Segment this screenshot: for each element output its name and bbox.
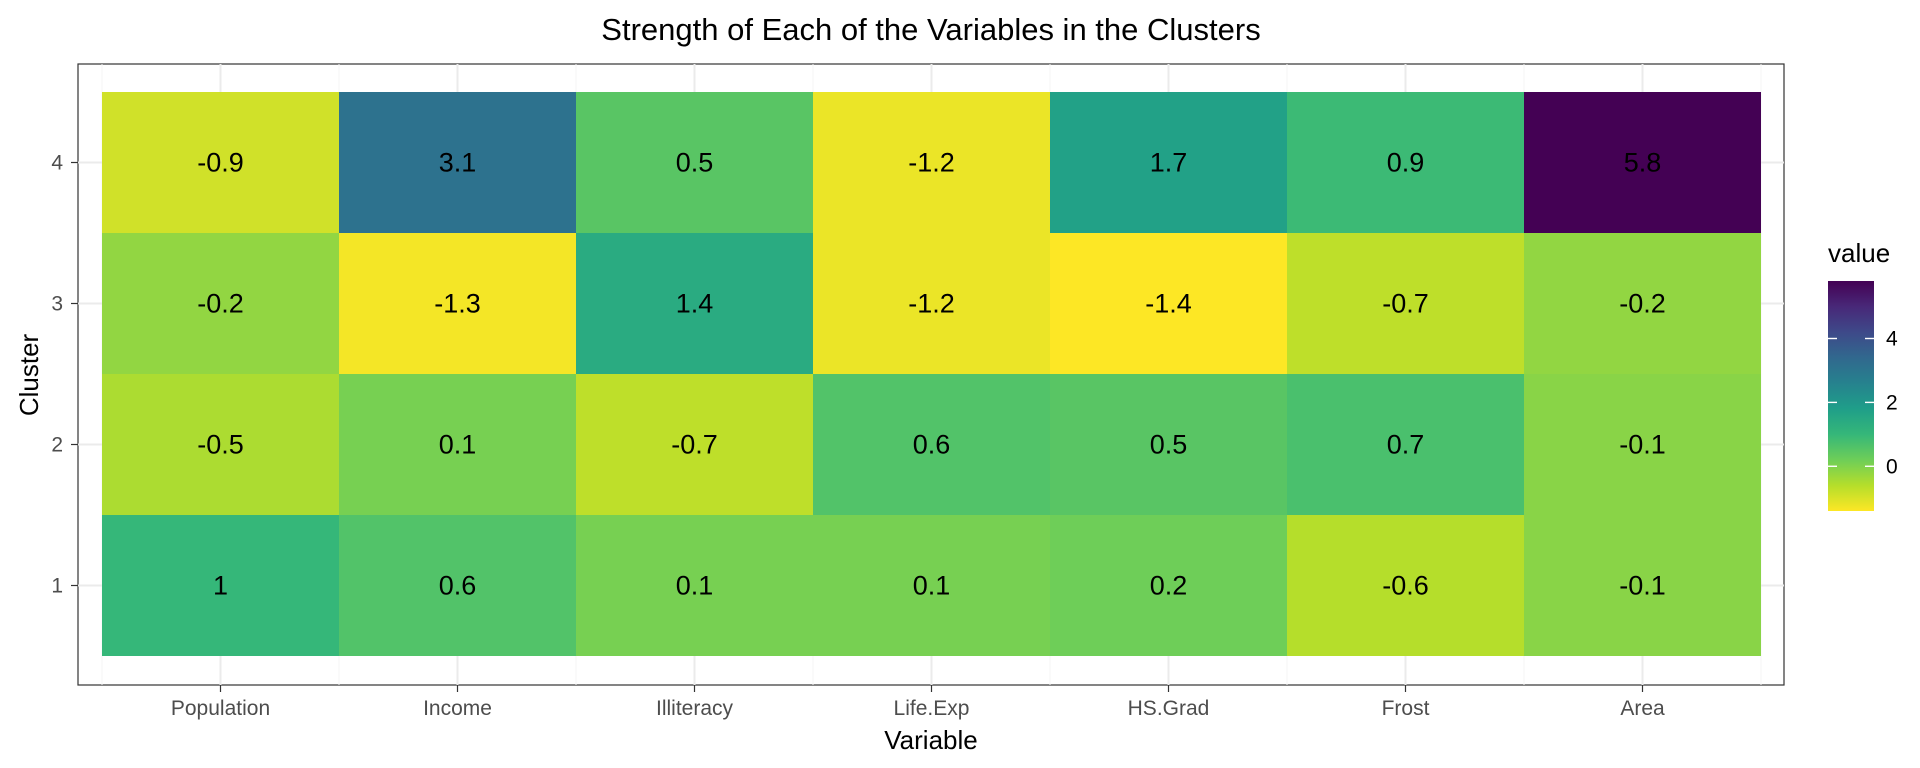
x-axis-title: Variable: [884, 725, 977, 755]
y-axis-title: Cluster: [14, 333, 44, 416]
x-tick-label: Area: [1620, 697, 1665, 720]
cell-value-label: -0.9: [197, 148, 244, 178]
cell-value-label: 0.6: [913, 430, 951, 460]
heatmap-cell: [1050, 374, 1287, 515]
cell-value-label: 0.5: [1150, 430, 1188, 460]
heatmap-cell: [1050, 233, 1287, 374]
heatmap-cell: [1524, 374, 1761, 515]
heatmap-cell: [813, 374, 1050, 515]
heatmap-cell: [1287, 233, 1524, 374]
cell-value-label: -0.7: [671, 430, 718, 460]
cell-value-label: -0.1: [1619, 571, 1666, 601]
cell-value-label: -0.7: [1382, 289, 1429, 319]
heatmap-cell: [102, 515, 339, 656]
x-axis: Population Income Illiteracy Life.Exp HS.Gra…: [171, 685, 1665, 720]
cell-value-label: 0.9: [1387, 148, 1425, 178]
legend-tick-label: 2: [1886, 391, 1898, 414]
cell-value-label: 0.7: [1387, 430, 1425, 460]
cell-value-label: -0.5: [197, 430, 244, 460]
heatmap-cell: [1524, 92, 1761, 233]
heatmap-cell: [102, 233, 339, 374]
x-tick-label: HS.Grad: [1128, 697, 1210, 720]
heatmap-cell: [1287, 92, 1524, 233]
cell-value-label: 1.4: [676, 289, 714, 319]
heatmap-cell: [1287, 515, 1524, 656]
heatmap-cell: [1524, 515, 1761, 656]
cell-value-label: 0.2: [1150, 571, 1188, 601]
y-tick-label: 3: [51, 293, 63, 316]
cell-value-label: -1.4: [1145, 289, 1192, 319]
heatmap-cell: [1050, 92, 1287, 233]
heatmap-cell: [1287, 374, 1524, 515]
cell-value-label: -1.3: [434, 289, 481, 319]
heatmap-cell: [339, 515, 576, 656]
cell-value-label: 0.5: [676, 148, 714, 178]
cell-labels: 1 0.6 0.1 0.1 0.2 -0.6 -0.1 -0.5 0.1 -0.7 0.6 0.5 0.…: [197, 148, 1666, 601]
cell-value-label: 0.6: [439, 571, 477, 601]
legend-tick-label: 0: [1886, 455, 1898, 478]
y-tick-label: 4: [51, 152, 63, 175]
heatmap-cell: [576, 374, 813, 515]
cell-value-label: -0.2: [1619, 289, 1666, 319]
heatmap-cell: [339, 233, 576, 374]
heatmap-cell: [813, 515, 1050, 656]
x-tick-label: Income: [423, 697, 492, 720]
heatmap-cell: [339, 92, 576, 233]
cell-value-label: -0.2: [197, 289, 244, 319]
legend-title: value: [1828, 238, 1890, 268]
heatmap-cell: [1050, 515, 1287, 656]
x-tick-label: Life.Exp: [894, 697, 970, 720]
legend: value 0 2 4: [1828, 238, 1898, 511]
heatmap-cell: [339, 374, 576, 515]
y-axis: 1 2 3 4: [51, 152, 78, 598]
cell-value-label: 3.1: [439, 148, 477, 178]
y-tick-label: 2: [51, 434, 63, 457]
heatmap-cell: [576, 92, 813, 233]
heatmap-cells: [102, 92, 1761, 656]
cell-value-label: -1.2: [908, 148, 955, 178]
legend-ticks: 0 2 4: [1828, 328, 1898, 478]
heatmap-cell: [576, 515, 813, 656]
x-tick-label: Frost: [1382, 697, 1430, 720]
legend-tick-label: 4: [1886, 328, 1898, 351]
cell-value-label: 1: [213, 571, 228, 601]
y-tick-label: 1: [51, 575, 63, 598]
cell-value-label: 1.7: [1150, 148, 1188, 178]
cell-value-label: -0.1: [1619, 430, 1666, 460]
cell-value-label: -1.2: [908, 289, 955, 319]
cell-value-label: 0.1: [676, 571, 714, 601]
heatmap-cell: [1524, 233, 1761, 374]
cell-value-label: 5.8: [1624, 148, 1662, 178]
x-tick-label: Illiteracy: [656, 697, 734, 720]
heatmap-cell: [102, 92, 339, 233]
cell-value-label: 0.1: [913, 571, 951, 601]
heatmap-cell: [813, 92, 1050, 233]
heatmap-cell: [102, 374, 339, 515]
chart-title: Strength of Each of the Variables in the…: [601, 12, 1260, 47]
cell-value-label: 0.1: [439, 430, 477, 460]
heatmap-cell: [576, 233, 813, 374]
cell-value-label: -0.6: [1382, 571, 1429, 601]
x-tick-label: Population: [171, 697, 270, 720]
heatmap-cell: [813, 233, 1050, 374]
legend-colorbar: [1828, 281, 1874, 511]
